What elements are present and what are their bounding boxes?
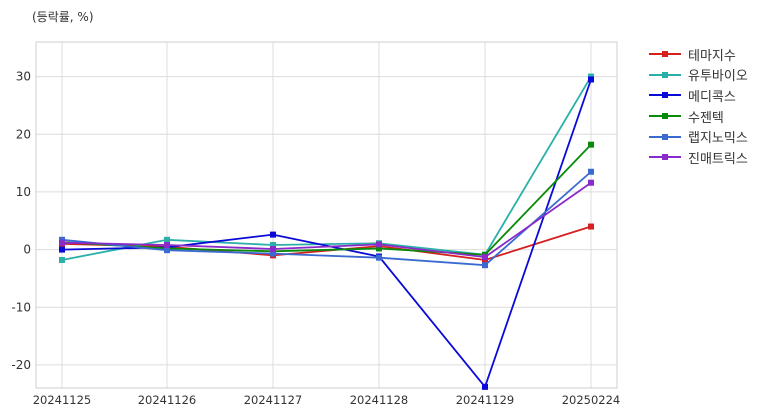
data-point — [59, 256, 65, 263]
data-point — [588, 76, 594, 83]
legend-swatch — [648, 131, 682, 143]
legend-swatch — [648, 151, 682, 163]
x-tick-label: 20241129 — [456, 393, 515, 407]
data-point — [270, 241, 276, 248]
x-tick-label: 20241127 — [244, 393, 303, 407]
series-line — [61, 171, 592, 267]
y-unit-label: (등락률, %) — [32, 10, 94, 24]
data-point — [482, 254, 488, 261]
series-line — [61, 144, 592, 256]
x-axis-ticks: 20241125 20241126 20241127 20241128 20241129… — [33, 393, 621, 407]
data-point — [164, 241, 170, 248]
data-point — [270, 250, 276, 257]
data-point — [588, 141, 594, 148]
data-point — [59, 246, 65, 253]
series-line — [61, 79, 592, 389]
y-tick-label: 30 — [16, 70, 31, 84]
data-point — [376, 254, 382, 261]
data-point — [482, 383, 488, 390]
legend-label: 메디콕스 — [688, 89, 736, 105]
series-6 — [59, 179, 594, 261]
legend-swatch — [648, 48, 682, 60]
data-point — [376, 245, 382, 252]
legend-label: 테마지수 — [688, 48, 736, 64]
legend-label: 수젠텍 — [688, 110, 724, 126]
x-tick-label: 20241126 — [138, 393, 197, 407]
data-point — [164, 247, 170, 254]
series-2 — [59, 73, 594, 263]
data-point — [164, 236, 170, 243]
data-point — [588, 168, 594, 175]
grid-lines — [36, 42, 617, 388]
legend-swatch — [648, 110, 682, 122]
legend-item: 랩지노믹스 — [648, 126, 748, 147]
series-3 — [59, 76, 594, 390]
data-point — [588, 179, 594, 186]
series-line — [61, 76, 592, 261]
legend-item: 유투바이오 — [648, 65, 748, 86]
data-point — [376, 241, 382, 248]
legend-label: 진매트릭스 — [688, 151, 748, 167]
y-tick-label: -20 — [11, 358, 31, 372]
series-5 — [59, 168, 594, 269]
x-tick-label: 20241128 — [350, 393, 409, 407]
legend-label: 랩지노믹스 — [688, 131, 748, 147]
series-group — [59, 73, 594, 390]
y-tick-label: -10 — [11, 300, 31, 314]
series-line — [61, 181, 592, 259]
x-tick-label: 20241125 — [33, 393, 92, 407]
legend-item: 수젠텍 — [648, 106, 748, 127]
x-tick-label: 20250224 — [562, 393, 621, 407]
legend-swatch — [648, 89, 682, 101]
y-tick-label: 0 — [23, 243, 31, 257]
y-axis-ticks: -20 -10 0 10 20 30 — [11, 70, 31, 372]
data-point — [482, 262, 488, 269]
plot-frame — [35, 41, 618, 389]
data-point — [270, 246, 276, 253]
legend-swatch — [648, 69, 682, 81]
data-point — [59, 239, 65, 246]
legend-item: 메디콕스 — [648, 85, 748, 106]
y-tick-label: 20 — [16, 127, 31, 141]
legend-item: 테마지수 — [648, 44, 748, 65]
data-point — [270, 231, 276, 238]
legend-item: 진매트릭스 — [648, 147, 748, 168]
legend-label: 유투바이오 — [688, 69, 748, 85]
y-tick-label: 10 — [16, 185, 31, 199]
data-point — [588, 223, 594, 230]
